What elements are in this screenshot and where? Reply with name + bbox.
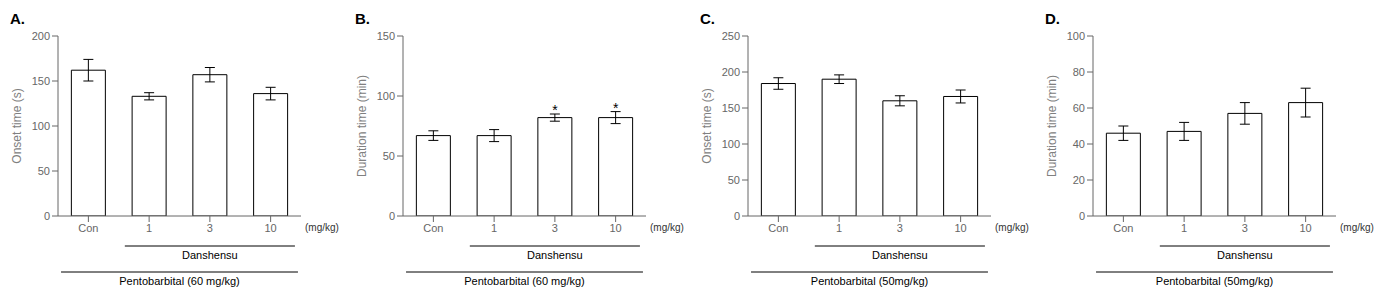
svg-text:60: 60 (1073, 102, 1085, 114)
svg-text:0: 0 (44, 210, 50, 222)
svg-text:3: 3 (897, 222, 903, 234)
svg-text:20: 20 (1073, 174, 1085, 186)
svg-text:10: 10 (1300, 222, 1312, 234)
svg-text:1: 1 (836, 222, 842, 234)
svg-text:150: 150 (32, 75, 50, 87)
svg-text:*: * (613, 100, 619, 116)
svg-text:100: 100 (722, 138, 740, 150)
svg-text:D.: D. (1045, 10, 1060, 27)
svg-text:100: 100 (32, 120, 50, 132)
svg-text:Con: Con (1113, 222, 1133, 234)
svg-text:Duration time (min): Duration time (min) (1045, 75, 1059, 177)
svg-text:50: 50 (38, 165, 50, 177)
svg-text:1: 1 (491, 222, 497, 234)
svg-text:80: 80 (1073, 66, 1085, 78)
svg-text:200: 200 (722, 66, 740, 78)
svg-text:200: 200 (32, 30, 50, 42)
svg-text:10: 10 (955, 222, 967, 234)
svg-text:C.: C. (700, 10, 715, 27)
svg-text:Pentobarbital (50mg/kg): Pentobarbital (50mg/kg) (811, 275, 928, 287)
svg-text:1: 1 (1181, 222, 1187, 234)
svg-text:Onset time (s): Onset time (s) (700, 88, 714, 163)
svg-text:Danshensu: Danshensu (182, 249, 238, 261)
svg-text:3: 3 (207, 222, 213, 234)
svg-text:Onset time (s): Onset time (s) (10, 88, 24, 163)
svg-text:1: 1 (146, 222, 152, 234)
svg-text:250: 250 (722, 30, 740, 42)
svg-text:150: 150 (722, 102, 740, 114)
svg-text:Danshensu: Danshensu (872, 249, 928, 261)
svg-text:(mg/kg): (mg/kg) (1340, 222, 1374, 233)
svg-text:Danshensu: Danshensu (1217, 249, 1273, 261)
svg-text:50: 50 (383, 150, 395, 162)
svg-text:3: 3 (1242, 222, 1248, 234)
svg-text:Duration time (min): Duration time (min) (355, 75, 369, 177)
svg-text:100: 100 (377, 90, 395, 102)
svg-text:Con: Con (768, 222, 788, 234)
svg-text:(mg/kg): (mg/kg) (650, 222, 684, 233)
svg-text:0: 0 (389, 210, 395, 222)
svg-text:(mg/kg): (mg/kg) (995, 222, 1029, 233)
svg-text:Pentobarbital (60 mg/kg): Pentobarbital (60 mg/kg) (464, 275, 584, 287)
svg-text:A.: A. (10, 10, 25, 27)
svg-text:0: 0 (734, 210, 740, 222)
svg-text:40: 40 (1073, 138, 1085, 150)
svg-text:Con: Con (423, 222, 443, 234)
svg-text:100: 100 (1067, 30, 1085, 42)
svg-text:*: * (552, 102, 558, 118)
svg-text:Pentobarbital (60 mg/kg): Pentobarbital (60 mg/kg) (119, 275, 239, 287)
svg-text:3: 3 (552, 222, 558, 234)
svg-text:(mg/kg): (mg/kg) (305, 222, 339, 233)
svg-text:150: 150 (377, 30, 395, 42)
svg-text:Pentobarbital (50mg/kg): Pentobarbital (50mg/kg) (1156, 275, 1273, 287)
svg-text:Danshensu: Danshensu (527, 249, 583, 261)
svg-text:B.: B. (355, 10, 370, 27)
svg-text:Con: Con (78, 222, 98, 234)
svg-text:50: 50 (728, 174, 740, 186)
svg-text:10: 10 (265, 222, 277, 234)
svg-text:10: 10 (610, 222, 622, 234)
svg-text:0: 0 (1079, 210, 1085, 222)
